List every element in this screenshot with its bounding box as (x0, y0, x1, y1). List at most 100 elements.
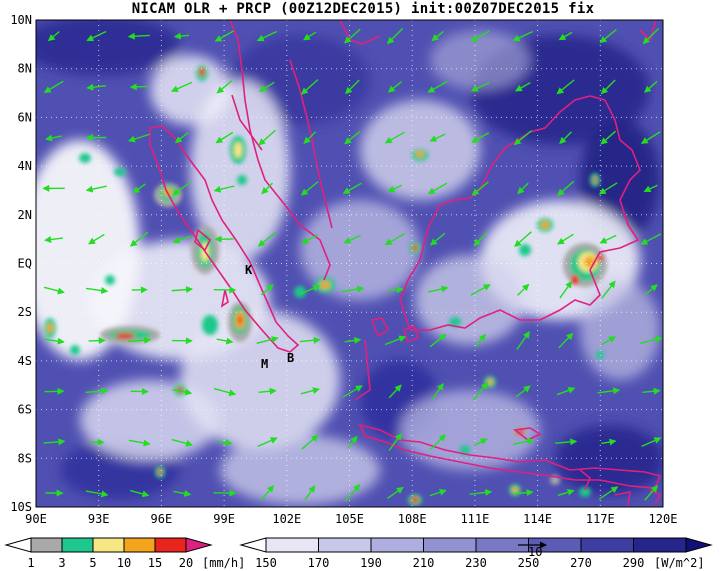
wind-arrow (558, 332, 574, 349)
wind-arrow (344, 483, 361, 502)
station-label-m: M (261, 357, 268, 371)
precip-tick-label: 15 (148, 556, 162, 570)
wind-arrow (130, 489, 150, 498)
olr-color-swatch (318, 537, 372, 553)
wind-arrow (471, 132, 490, 143)
wind-arrow (387, 286, 404, 294)
precip-color-swatch (30, 537, 63, 553)
wind-arrow (555, 438, 578, 446)
wind-arrow (386, 28, 404, 45)
wind-arrow (469, 488, 493, 496)
wind-arrow (473, 438, 488, 447)
wind-arrow (260, 485, 275, 501)
wind-arrow (257, 437, 278, 448)
wind-arrow (127, 32, 150, 40)
wind-arrow (299, 336, 321, 344)
wind-arrow (601, 438, 617, 446)
wind-arrow (173, 490, 192, 497)
lat-tick-label: 10S (10, 500, 32, 514)
lon-tick-label: 111E (460, 512, 489, 526)
olr-color-swatch (580, 537, 634, 553)
olr-tick-label: 190 (360, 556, 382, 570)
wind-arrow (214, 30, 234, 42)
wind-arrow (642, 28, 660, 45)
wind-arrow (213, 387, 237, 397)
lon-tick-label: 90E (25, 512, 47, 526)
olr-colorbar-lower-triangle (239, 537, 267, 553)
wind-arrow (304, 485, 316, 501)
wind-arrow (342, 182, 362, 195)
wind-arrow (345, 79, 360, 95)
precip-tick-label: 5 (89, 556, 96, 570)
lat-tick-label: 10N (10, 13, 32, 27)
wind-arrow (44, 337, 65, 345)
wind-arrow (644, 485, 659, 501)
lat-tick-label: 4S (18, 354, 32, 368)
wind-arrow (644, 80, 658, 93)
wind-arrow (85, 287, 109, 294)
wind-arrow (471, 181, 489, 196)
wind-arrow (258, 129, 276, 146)
wind-arrow (300, 78, 319, 95)
wind-arrow (387, 80, 403, 93)
wind-arrow (300, 387, 320, 395)
wind-arrow (258, 387, 277, 395)
wind-arrow (557, 180, 575, 197)
wind-arrow (43, 80, 64, 93)
wind-arrow (556, 79, 575, 95)
wind-arrow (557, 233, 574, 245)
wind-arrow (171, 438, 194, 447)
wind-arrow (515, 385, 531, 398)
wind-arrow (301, 434, 319, 450)
olr-color-swatch (265, 537, 319, 553)
lon-tick-label: 120E (649, 512, 678, 526)
precip-color-swatch (92, 537, 125, 553)
lat-tick-label: 8S (18, 451, 32, 465)
wind-arrow (215, 131, 234, 144)
lat-tick-label: 2S (18, 305, 32, 319)
station-markers: K M B (245, 263, 294, 371)
wind-arrow (598, 182, 618, 195)
wind-arrow (343, 28, 361, 44)
wind-arrow (213, 185, 235, 193)
longitude-labels: 90E 93E 96E 99E 102E 105E 108E 111E 114E 117E 120E (25, 512, 677, 526)
wind-arrow (640, 131, 661, 144)
precip-colorbar-upper-triangle (185, 537, 213, 553)
wind-arrow (303, 131, 317, 145)
wind-arrow (429, 434, 447, 451)
lat-tick-label: 2N (18, 208, 32, 222)
olr-color-swatch (423, 537, 477, 553)
wind-arrow (559, 131, 573, 145)
wind-arrow (513, 489, 534, 497)
lat-tick-label: 4N (18, 159, 32, 173)
wind-arrow (641, 437, 662, 448)
olr-tick-label: 170 (308, 556, 330, 570)
wind-arrow (44, 387, 65, 395)
wind-arrow (342, 385, 363, 398)
precip-tick-label: 10 (117, 556, 131, 570)
wind-arrow (45, 134, 62, 142)
wind-arrow (387, 184, 403, 193)
wind-arrow (517, 182, 529, 195)
wind-arrow (429, 333, 447, 348)
wind-arrow (598, 486, 619, 500)
wind-arrow (259, 81, 275, 92)
lat-tick-label: 8N (18, 62, 32, 76)
coastlines (149, 20, 662, 506)
wind-arrow (47, 30, 60, 42)
wind-arrow (128, 336, 152, 344)
wind-arrow (429, 488, 447, 497)
lat-tick-label: 6S (18, 403, 32, 417)
lon-tick-label: 102E (272, 512, 301, 526)
wind-arrow (300, 181, 319, 196)
wind-arrow (173, 32, 190, 40)
wind-arrow (216, 80, 233, 94)
olr-tick-label: 290 (623, 556, 645, 570)
wind-arrow (427, 80, 448, 93)
wind-arrow (642, 387, 661, 395)
wind-arrow (470, 82, 490, 92)
wind-arrow (217, 438, 233, 446)
latitude-labels: 10N 8N 6N 4N 2N EQ 2S 4S 6S 8S 10S (10, 13, 32, 514)
wind-arrow (171, 286, 194, 294)
